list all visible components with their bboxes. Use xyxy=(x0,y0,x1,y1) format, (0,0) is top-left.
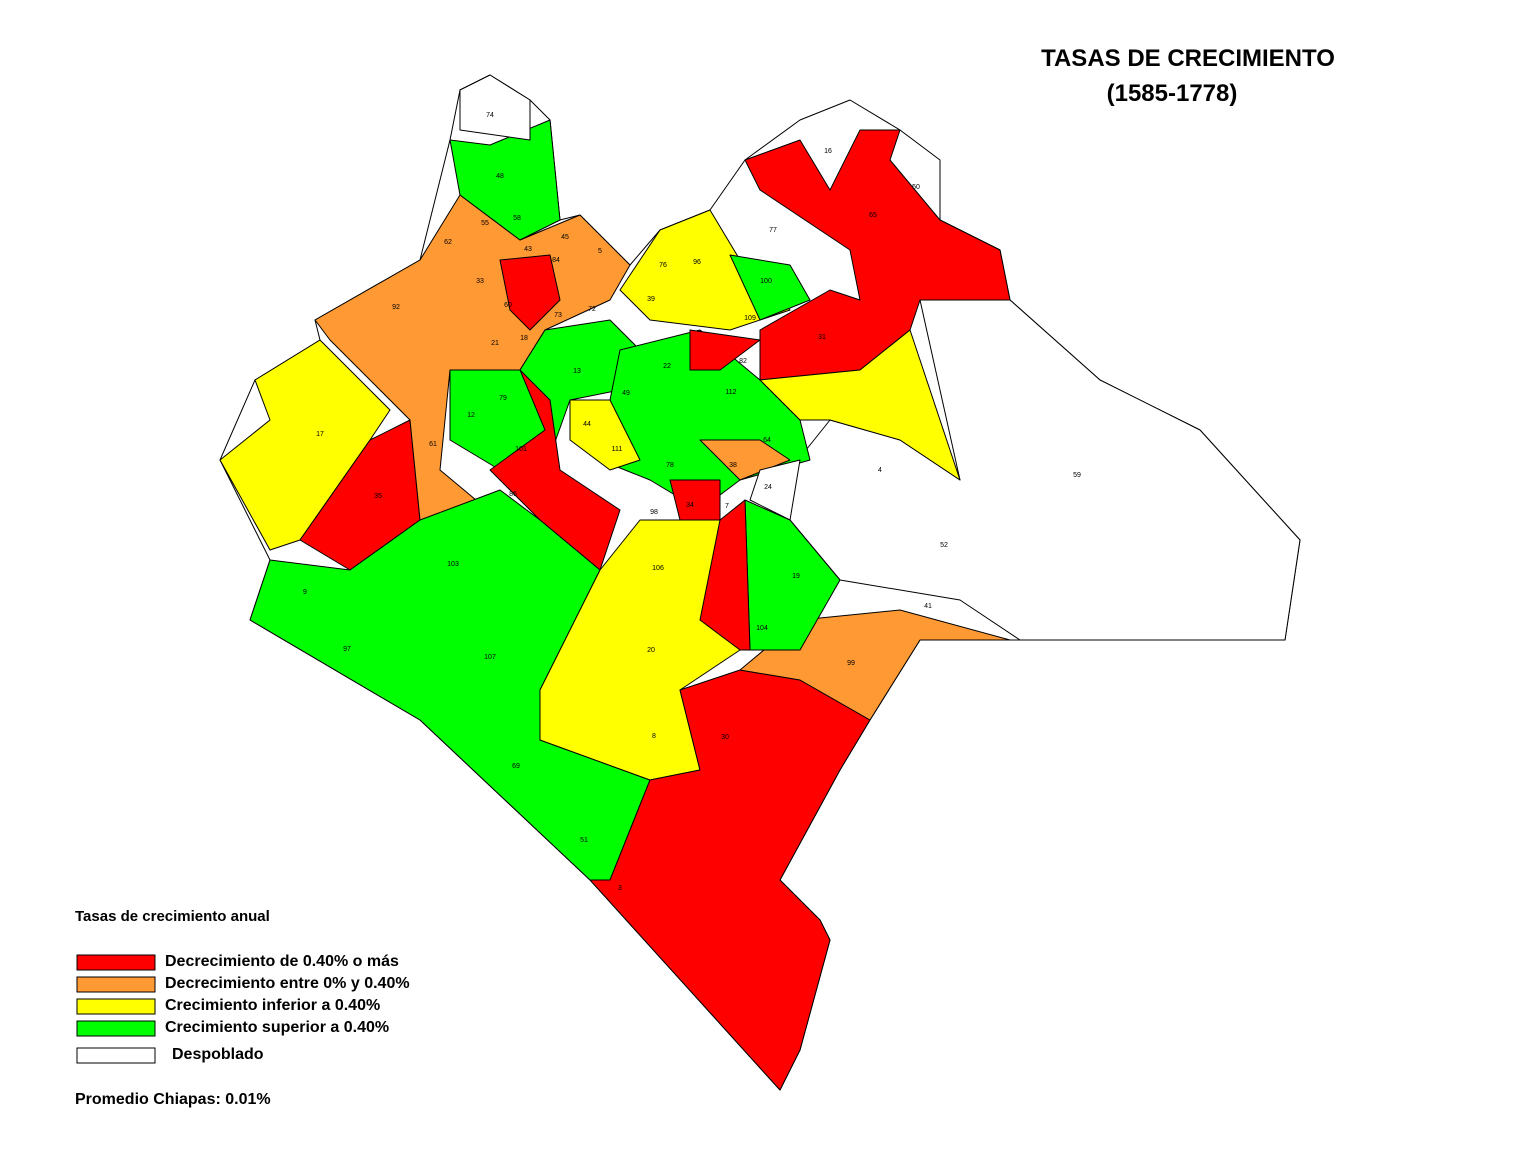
region xyxy=(759,329,961,481)
region xyxy=(669,479,721,521)
region-label: 12 xyxy=(467,412,475,419)
region-label: 62 xyxy=(444,239,452,246)
region-label: 13 xyxy=(573,368,581,375)
region-label: 48 xyxy=(496,173,504,180)
region-label: 101 xyxy=(515,446,527,453)
regions xyxy=(219,74,1301,1091)
region-label: 39 xyxy=(647,296,655,303)
region-label: 78 xyxy=(666,462,674,469)
region-label: 99 xyxy=(847,660,855,667)
region xyxy=(749,459,801,521)
region-label: 17 xyxy=(316,431,324,438)
legend-title: Tasas de crecimiento anual xyxy=(75,908,270,925)
region-label: 106 xyxy=(652,565,664,572)
region-label: 34 xyxy=(686,502,694,509)
legend-swatch xyxy=(76,954,156,971)
region-label: 107 xyxy=(484,654,496,661)
region xyxy=(449,119,561,241)
average-note: Promedio Chiapas: 0.01% xyxy=(75,1091,271,1108)
legend-swatch xyxy=(76,1020,156,1037)
region-label: 77 xyxy=(769,227,777,234)
region-label: 69 xyxy=(512,763,520,770)
region-label: 35 xyxy=(374,493,382,500)
legend-label: Despoblado xyxy=(172,1046,264,1063)
region-label: 79 xyxy=(499,395,507,402)
region xyxy=(699,499,751,651)
region-label: 22 xyxy=(663,363,671,370)
region-label: 43 xyxy=(524,246,532,253)
region-label: 82 xyxy=(739,358,747,365)
region-label: 31 xyxy=(818,334,826,341)
legend-swatch xyxy=(76,976,156,993)
region xyxy=(729,254,811,321)
region-label: 41 xyxy=(924,603,932,610)
map-title: TASAS DE CRECIMIENTO xyxy=(1041,45,1335,72)
region-label: 21 xyxy=(491,340,499,347)
region-label: 59 xyxy=(1073,472,1081,479)
legend-label: Decrecimiento entre 0% y 0.40% xyxy=(165,975,410,992)
region-label: 92 xyxy=(392,304,400,311)
region-label: 49 xyxy=(622,390,630,397)
legend-label: Crecimiento superior a 0.40% xyxy=(165,1019,389,1036)
region-label: 64 xyxy=(763,437,771,444)
region-label: 38 xyxy=(729,462,737,469)
region-label: 24 xyxy=(764,484,772,491)
region-label: 111 xyxy=(612,446,623,453)
legend-swatch xyxy=(76,1047,156,1064)
region xyxy=(569,399,641,471)
region-label: 96 xyxy=(693,259,701,266)
region-label: 103 xyxy=(447,561,459,568)
region-label: 9 xyxy=(303,589,307,596)
region-label: 104 xyxy=(756,625,768,632)
region-label: 16 xyxy=(824,148,832,155)
region-label: 4 xyxy=(878,467,882,474)
region-label: 60 xyxy=(504,302,512,309)
region-label: 100 xyxy=(760,278,772,285)
region-label: 55 xyxy=(481,220,489,227)
region-label: 112 xyxy=(725,389,736,396)
region-label: 5 xyxy=(598,248,602,255)
region-label: 58 xyxy=(513,215,521,222)
region-label: 3 xyxy=(618,885,622,892)
legend-swatch xyxy=(76,998,156,1015)
region xyxy=(689,329,761,371)
region-label: 97 xyxy=(343,646,351,653)
region-label: 76 xyxy=(659,262,667,269)
region-label: 50 xyxy=(912,184,920,191)
region-label: 44 xyxy=(583,421,591,428)
region-label: 65 xyxy=(869,212,877,219)
region-label: 30 xyxy=(721,734,729,741)
region-label: 8 xyxy=(652,733,656,740)
region-label: 19 xyxy=(792,573,800,580)
region-label: 18 xyxy=(520,335,528,342)
region-label: 45 xyxy=(561,234,569,241)
legend-label: Decrecimiento de 0.40% o más xyxy=(165,953,399,970)
region-label: 84 xyxy=(552,257,560,264)
region-label: 33 xyxy=(476,278,484,285)
region-label: 109 xyxy=(744,315,756,322)
region xyxy=(459,74,531,141)
region-label: 52 xyxy=(940,542,948,549)
region-label: 51 xyxy=(580,837,588,844)
region xyxy=(699,439,791,481)
legend-label: Crecimiento inferior a 0.40% xyxy=(165,997,380,1014)
region-label: 20 xyxy=(647,647,655,654)
region-label: 72 xyxy=(588,306,596,313)
map-subtitle: (1585-1778) xyxy=(1107,80,1238,107)
region-label: 86 xyxy=(509,491,517,498)
region-label: 98 xyxy=(650,509,658,516)
region xyxy=(499,254,561,331)
region xyxy=(744,129,1011,381)
region-label: 61 xyxy=(429,441,437,448)
region-label: 7 xyxy=(725,503,729,510)
region-label: 73 xyxy=(554,312,562,319)
region-label: 74 xyxy=(486,112,494,119)
